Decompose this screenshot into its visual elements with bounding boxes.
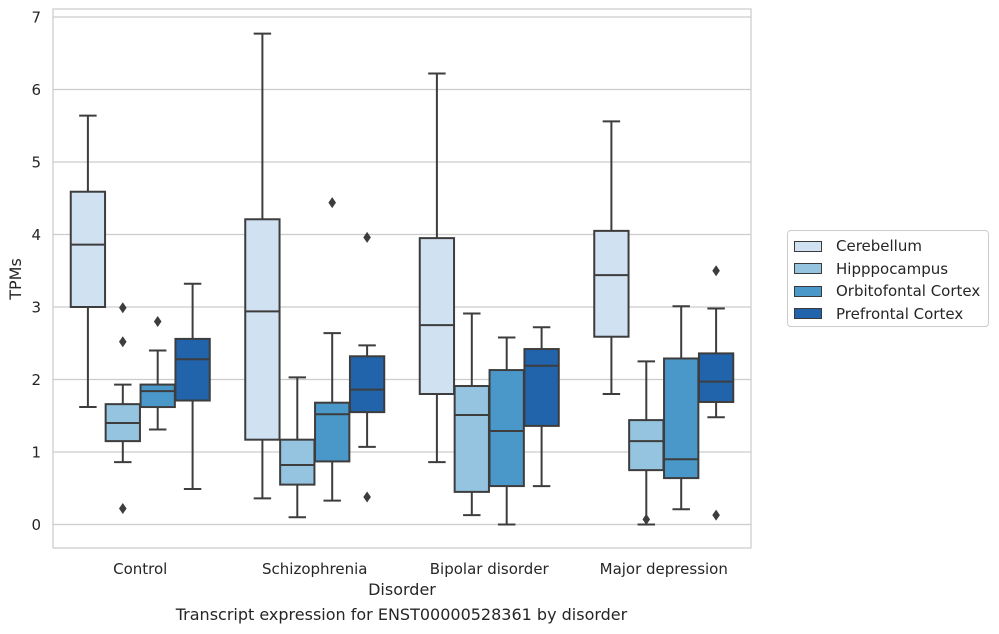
- box-body: [488, 369, 525, 488]
- box-prefrontal-cortex: [174, 282, 211, 490]
- y-tick-label: 6: [31, 81, 41, 99]
- outlier-point: [363, 491, 371, 503]
- legend-item: Cerebellum: [794, 235, 988, 258]
- box-prefrontal-cortex: [348, 231, 386, 503]
- x-tick-label: Control: [113, 560, 167, 578]
- legend-swatch: [794, 240, 822, 252]
- box-cerebellum: [244, 32, 281, 500]
- chart-caption: Transcript expression for ENST0000052836…: [175, 605, 628, 624]
- box-cerebellum: [69, 114, 107, 409]
- box-orbitofontal-cortex: [314, 197, 351, 502]
- legend-item: Orbitofontal Cortex: [794, 280, 988, 303]
- box-body: [244, 218, 281, 441]
- legend-label: Orbitofontal Cortex: [836, 282, 981, 301]
- box-prefrontal-cortex: [523, 326, 560, 488]
- y-axis-ticks: 0 1 2 3 4 5 6 7: [31, 9, 41, 535]
- legend-label: Cerebellum: [836, 237, 922, 256]
- outlier-point: [153, 316, 162, 327]
- box-series: [69, 32, 735, 526]
- legend-item: Hipppocampus: [794, 258, 988, 281]
- y-tick-label: 7: [31, 9, 41, 27]
- legend-item: Prefrontal Cortex: [794, 303, 988, 326]
- y-tick-label: 5: [31, 154, 41, 172]
- y-tick-label: 4: [31, 226, 41, 244]
- box-body: [418, 237, 456, 395]
- y-tick-label: 0: [31, 516, 41, 534]
- x-tick-label: Major depression: [600, 560, 728, 578]
- box-cerebellum: [593, 120, 630, 395]
- y-tick-label: 2: [31, 371, 41, 389]
- outlier-point: [712, 509, 720, 521]
- outlier-point: [642, 513, 651, 525]
- legend-swatch: [794, 285, 822, 297]
- box-body: [523, 348, 560, 427]
- box-body: [697, 352, 735, 403]
- box-body: [663, 357, 700, 480]
- box-orbitofontal-cortex: [663, 305, 700, 511]
- y-tick-label: 1: [31, 444, 41, 462]
- legend-swatch: [794, 308, 822, 320]
- y-axis-label: TPMs: [6, 258, 25, 301]
- outlier-point: [119, 302, 127, 314]
- box-cerebellum: [418, 72, 456, 464]
- legend-swatch: [794, 263, 822, 275]
- outlier-point: [712, 265, 720, 277]
- x-tick-label: Schizophrenia: [262, 560, 367, 578]
- box-orbitofontal-cortex: [488, 336, 525, 526]
- box-hipppocampus: [279, 376, 316, 519]
- box-hipppocampus: [628, 360, 665, 526]
- legend: Cerebellum Hipppocampus Orbitofontal Corte…: [787, 230, 989, 327]
- box-body: [593, 229, 630, 338]
- legend-label: Hipppocampus: [836, 259, 949, 278]
- outlier-point: [119, 336, 127, 348]
- x-axis-label: Disorder: [368, 580, 436, 599]
- outlier-point: [363, 231, 371, 243]
- box-body: [139, 383, 176, 409]
- box-body: [453, 385, 490, 493]
- y-tick-label: 3: [31, 299, 41, 317]
- box-body: [314, 401, 351, 463]
- box-orbitofontal-cortex: [139, 316, 176, 431]
- box-body: [174, 337, 211, 402]
- box-body: [348, 355, 386, 414]
- x-axis-ticks: Control Schizophrenia Bipolar disorder Majo…: [113, 560, 728, 578]
- x-tick-label: Bipolar disorder: [430, 560, 550, 578]
- box-hipppocampus: [453, 312, 490, 517]
- box-body: [628, 419, 665, 472]
- box-body: [279, 438, 316, 486]
- box-hipppocampus: [104, 302, 141, 515]
- outlier-point: [328, 197, 336, 209]
- outlier-point: [119, 503, 127, 515]
- legend-label: Prefrontal Cortex: [836, 304, 964, 323]
- box-prefrontal-cortex: [697, 265, 735, 521]
- box-body: [69, 190, 107, 309]
